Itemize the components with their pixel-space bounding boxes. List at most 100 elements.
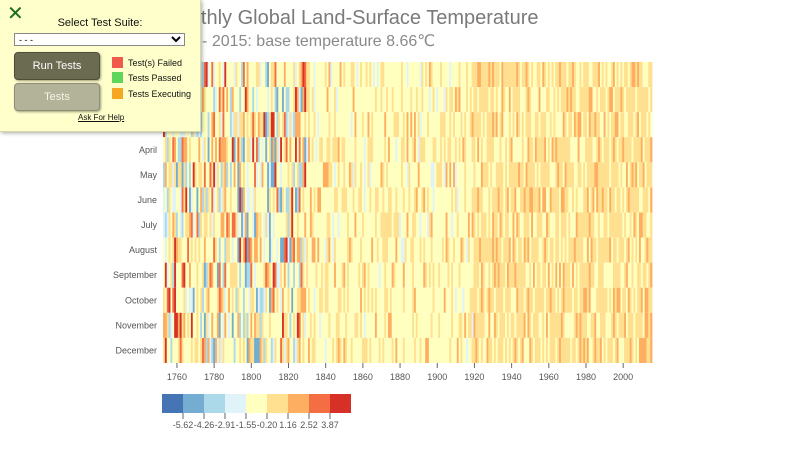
heatmap-cell [306,212,309,238]
heatmap-cell [482,62,486,88]
heatmap-cell [308,112,311,138]
heatmap-cell [618,337,621,363]
heatmap-cell [334,62,337,88]
heatmap-cell [373,337,376,363]
heatmap-cell [501,312,504,338]
heatmap-cell [601,212,605,238]
heatmap-cell [298,162,301,188]
heatmap-cell [415,162,419,188]
heatmap-cell [332,162,335,188]
heatmap-cell [456,337,460,363]
heatmap-cell [458,62,461,88]
heatmap-cell [445,312,448,338]
heatmap-cell [298,237,301,263]
heatmap-cell [295,237,298,263]
heatmap-cell [599,112,603,138]
heatmap-cell [287,287,290,313]
heatmap-cell [237,212,240,238]
heatmap-cell [296,187,300,213]
heatmap-cell [521,287,525,313]
heatmap-cell [337,187,341,213]
heatmap-cell [415,237,419,263]
heatmap-cell [484,112,487,138]
heatmap-cell [644,237,647,263]
heatmap-cell [451,87,454,113]
heatmap-cell [270,187,274,213]
heatmap-cell [283,112,287,138]
heatmap-cell [492,62,495,88]
heatmap-cell [473,87,476,113]
heatmap-cell [607,62,610,88]
heatmap-cell [371,62,374,88]
heatmap-cell [594,237,597,263]
heatmap-cell [400,187,404,213]
heatmap-cell [592,137,595,163]
heatmap-cell [451,287,454,313]
ask-for-help-link[interactable]: Ask For Help [78,113,125,122]
heatmap-cell [533,62,536,88]
heatmap-cell [557,62,560,88]
heatmap-cell [583,187,586,213]
heatmap-cell [361,162,365,188]
heatmap-cell [642,87,645,113]
heatmap-cell [332,237,335,263]
heatmap-cell [596,112,599,138]
heatmap-cell [321,62,324,88]
test-suite-select[interactable]: - - - [14,33,185,46]
heatmap-cell [607,287,610,313]
heatmap-cell [495,62,499,88]
heatmap-cell [432,87,435,113]
heatmap-cell [527,112,530,138]
heatmap-cell [514,62,517,88]
heatmap-cell [519,212,523,238]
heatmap-cell [540,237,543,263]
heatmap-cell [306,112,309,138]
legend-swatch [288,394,309,413]
heatmap-cell [224,262,227,288]
close-icon[interactable]: ✕ [7,3,24,25]
heatmap-cell [276,212,279,238]
tests-button[interactable]: Tests [14,83,100,111]
heatmap-cell [285,137,288,163]
heatmap-cell [646,237,649,263]
heatmap-cell [506,112,510,138]
heatmap-cell [605,187,608,213]
heatmap-cell [627,287,631,313]
heatmap-cell [177,312,181,338]
run-tests-button[interactable]: Run Tests [14,52,100,80]
heatmap-cell [523,62,526,88]
heatmap-cell [458,237,461,263]
heatmap-cell [421,187,424,213]
heatmap-cell [298,312,301,338]
heatmap-cell [443,212,447,238]
heatmap-cell [440,162,443,188]
heatmap-cell [293,87,296,113]
heatmap-cell [348,312,352,338]
heatmap-cell [367,287,370,313]
heatmap-cell [267,212,270,238]
heatmap-cell [646,137,649,163]
heatmap-cell [335,212,339,238]
heatmap-cell [218,237,222,263]
heatmap-cell [456,137,460,163]
heatmap-cell [283,337,287,363]
heatmap-cell [176,312,179,338]
heatmap-cell [395,262,398,288]
heatmap-cell [488,137,491,163]
heatmap-cell [412,312,415,338]
heatmap-cell [313,287,316,313]
heatmap-cell [428,337,432,363]
heatmap-cell [177,287,181,313]
heatmap-cell [397,312,400,338]
heatmap-cell [242,312,246,338]
heatmap-cell [363,337,367,363]
heatmap-cell [441,237,445,263]
heatmap-cell [521,262,525,288]
heatmap-cell [637,237,640,263]
heatmap-cell [215,212,218,238]
heatmap-cell [493,137,497,163]
legend-failed-label: Test(s) Failed [128,58,183,68]
heatmap-cell [365,187,368,213]
heatmap-cell [387,312,391,338]
heatmap-cell [482,287,486,313]
